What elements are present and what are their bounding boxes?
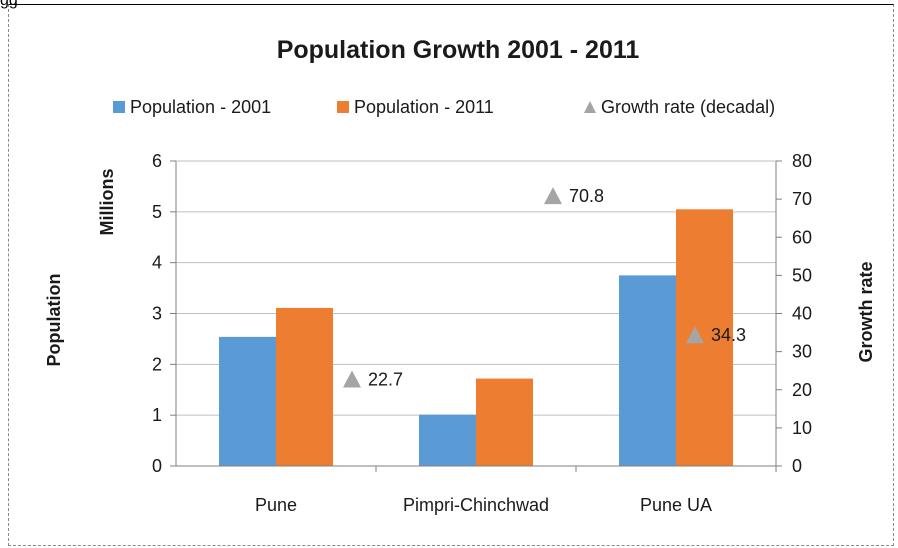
y-left-tick-label: 3 (152, 304, 162, 324)
growth-rate-data-label: 22.7 (368, 369, 403, 389)
legend-label: Growth rate (decadal) (601, 97, 775, 117)
bar-2001 (219, 336, 276, 466)
y-right-tick-label: 60 (792, 227, 812, 247)
growth-rate-data-label: 70.8 (569, 186, 604, 206)
growth-rate-marker (544, 187, 562, 205)
y-left-tick-label: 2 (152, 354, 162, 374)
legend-swatch (113, 101, 125, 113)
y-right-tick-label: 10 (792, 418, 812, 438)
y-right-tick-label: 50 (792, 265, 812, 285)
y-right-tick-label: 70 (792, 189, 812, 209)
legend-label: Population - 2011 (354, 97, 494, 117)
growth-rate-marker (343, 370, 361, 388)
category-label: Pune UA (640, 495, 712, 515)
y-left-axis-title: Population (44, 274, 64, 367)
y-left-tick-label: 1 (152, 405, 162, 425)
y-left-tick-label: 5 (152, 202, 162, 222)
y-left-tick-label: 4 (152, 253, 162, 273)
y-right-axis-title: Growth rate (856, 261, 876, 362)
y-right-tick-label: 40 (792, 304, 812, 324)
category-label: Pimpri-Chinchwad (403, 495, 549, 515)
chart-frame (8, 4, 894, 546)
growth-rate-marker (686, 326, 704, 344)
legend-label: Population - 2001 (130, 97, 271, 117)
bar-2001 (619, 275, 676, 466)
y-right-tick-label: 20 (792, 380, 812, 400)
y-left-axis-unit: Millions (97, 169, 117, 236)
y-left-tick-label: 6 (152, 151, 162, 171)
legend: Population - 2001 Population - 2011 Growth… (113, 97, 775, 117)
y-right-tick-label: 0 (792, 456, 802, 476)
y-left-tick-label: 0 (152, 456, 162, 476)
corner-text-fragment: gg (0, 0, 18, 9)
growth-rate-data-label: 34.3 (711, 325, 746, 345)
growth-markers: 22.7 70.8 34.3 (343, 186, 746, 389)
bars (219, 209, 733, 466)
legend-swatch (337, 101, 349, 113)
category-label: Pune (255, 495, 297, 515)
chart-title: Population Growth 2001 - 2011 (277, 36, 640, 64)
bar-2001 (419, 414, 476, 466)
bar-2011 (276, 307, 333, 466)
axes (170, 160, 782, 472)
y-right-tick-label: 80 (792, 151, 812, 171)
bar-2011 (676, 209, 733, 466)
bar-2011 (476, 378, 533, 466)
y-right-tick-label: 30 (792, 342, 812, 362)
legend-swatch-triangle (584, 101, 596, 113)
